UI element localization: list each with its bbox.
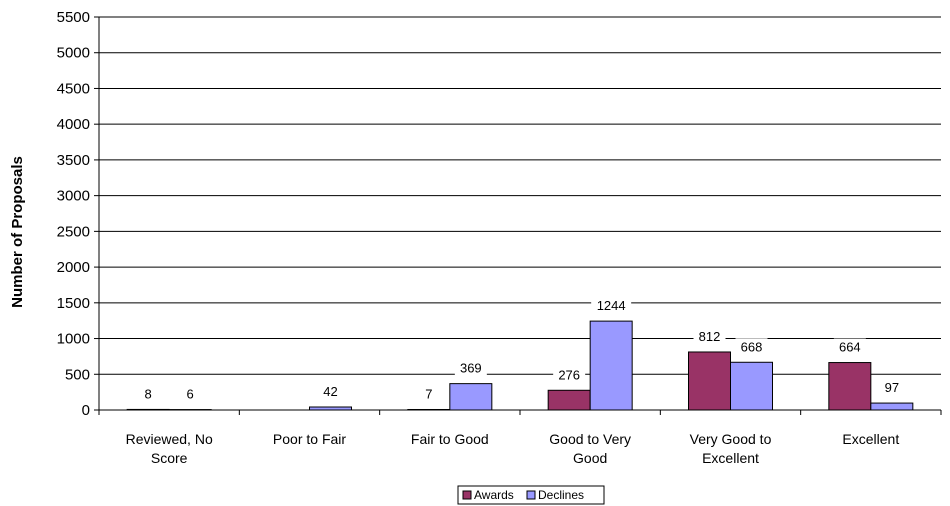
data-label: 7	[425, 386, 432, 401]
data-label-bg	[693, 327, 726, 345]
y-tick-label: 5000	[57, 45, 90, 62]
bar-declines	[449, 383, 493, 411]
x-tick-label: Reviewed, No	[126, 431, 213, 447]
y-tick-label: 1000	[57, 331, 90, 348]
x-tick-label: Excellent	[842, 431, 899, 447]
legend: Awards Declines	[457, 485, 605, 505]
x-tick-label: Score	[151, 450, 188, 466]
data-label: 276	[558, 367, 580, 382]
bar-declines	[730, 361, 773, 411]
data-label: 664	[839, 340, 861, 355]
y-tick-label: 1500	[57, 295, 90, 312]
data-label-bg	[454, 359, 487, 377]
x-tick-label: Poor to Fair	[273, 431, 346, 447]
y-tick-label: 4500	[57, 80, 90, 97]
legend-swatch-declines	[526, 490, 536, 500]
data-label-bg	[182, 385, 199, 403]
x-tick-label: Very Good to	[690, 431, 772, 447]
data-label-bg	[420, 385, 437, 403]
data-label-bg	[879, 379, 904, 397]
gridlines	[99, 16, 941, 375]
data-label-bg	[553, 366, 586, 384]
data-label-bg	[318, 382, 343, 400]
y-tick-label: 500	[65, 366, 90, 383]
data-label: 369	[460, 361, 482, 376]
bar-awards	[547, 389, 591, 411]
x-tick-label: Excellent	[702, 450, 759, 466]
data-label-bg	[735, 338, 768, 356]
x-axis: Reviewed, No Score Poor to Fair Fair to Goo…	[98, 409, 942, 466]
y-axis: 0 500 1000 1500 2000 2500 3000 3500 4000 4500 5000…	[57, 9, 100, 419]
data-label: 668	[741, 339, 763, 354]
data-label-bg	[591, 297, 632, 315]
y-tick-label: 0	[82, 402, 90, 419]
y-tick-label: 5500	[57, 9, 90, 26]
bars	[126, 320, 914, 411]
bar-awards	[688, 351, 731, 411]
data-label-bg	[833, 338, 866, 356]
legend-label-awards: Awards	[474, 488, 514, 502]
y-tick-label: 2500	[57, 223, 90, 240]
y-tick-label: 3000	[57, 188, 90, 205]
data-labels: 8 6 42 7 369 276 1244 812 668 664 97	[140, 297, 904, 403]
data-label: 1244	[597, 298, 626, 313]
data-label: 6	[187, 387, 194, 402]
data-label: 97	[885, 380, 899, 395]
y-tick-label: 2000	[57, 259, 90, 276]
x-tick-label: Good	[573, 450, 607, 466]
y-tick-label: 4000	[57, 116, 90, 133]
legend-label-declines: Declines	[538, 488, 584, 502]
data-label-bg	[140, 385, 157, 403]
bar-declines	[589, 320, 633, 411]
data-label: 812	[699, 329, 721, 344]
bar-declines	[870, 402, 914, 411]
bar-awards	[828, 362, 872, 411]
y-tick-label: 3500	[57, 152, 90, 169]
data-label: 42	[323, 384, 337, 399]
x-tick-label: Fair to Good	[411, 431, 489, 447]
x-tick-label: Good to Very	[549, 431, 631, 447]
legend-swatch-awards	[462, 490, 472, 500]
y-axis-title: Number of Proposals	[9, 156, 26, 308]
data-label: 8	[145, 386, 152, 401]
